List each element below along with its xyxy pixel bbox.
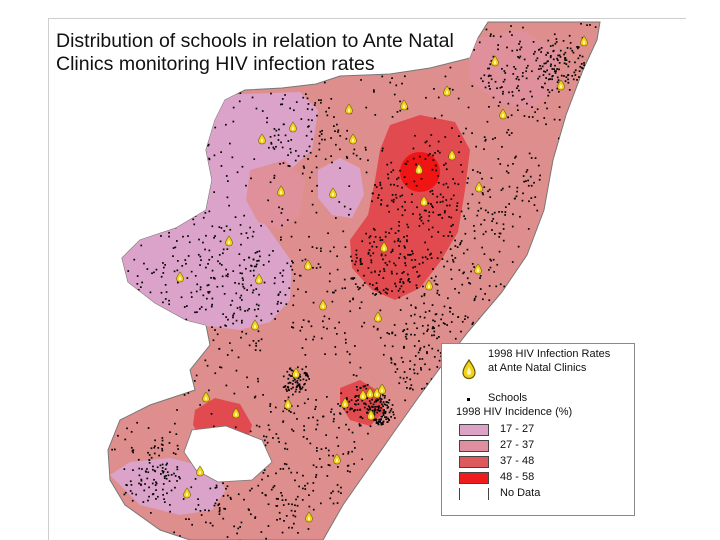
clinic-marker bbox=[258, 133, 266, 145]
clinic-marker bbox=[443, 85, 451, 97]
clinic-marker-icon bbox=[462, 358, 476, 380]
clinic-marker bbox=[420, 195, 428, 207]
clinic-marker bbox=[304, 259, 312, 271]
clinic-marker bbox=[415, 163, 423, 175]
clinic-marker bbox=[425, 279, 433, 291]
school-dot-icon bbox=[467, 398, 470, 401]
map-title-line-2: Clinics monitoring HIV infection rates bbox=[56, 53, 375, 75]
clinic-marker bbox=[491, 55, 499, 67]
legend-class-48-58: 48 - 58 bbox=[500, 471, 535, 483]
legend-class-no-data: No Data bbox=[500, 487, 541, 499]
top-rule bbox=[48, 18, 686, 19]
zone-37-48-north bbox=[350, 115, 470, 300]
clinic-marker bbox=[475, 181, 483, 193]
swatch-17-27 bbox=[459, 424, 489, 436]
no-data-region bbox=[183, 425, 273, 483]
clinic-marker bbox=[366, 387, 374, 399]
clinic-marker bbox=[359, 389, 367, 401]
legend-incidence-title: 1998 HIV Incidence (%) bbox=[456, 406, 573, 418]
clinic-marker bbox=[277, 185, 285, 197]
clinic-marker bbox=[499, 108, 507, 120]
clinic-marker bbox=[448, 149, 456, 161]
clinic-marker bbox=[400, 99, 408, 111]
clinic-marker bbox=[378, 383, 386, 395]
clinic-marker bbox=[284, 398, 292, 410]
zone-17-27-west bbox=[122, 92, 318, 330]
clinic-marker bbox=[319, 299, 327, 311]
clinic-marker bbox=[474, 263, 482, 275]
legend-clinic-label-2: at Ante Natal Clinics bbox=[488, 362, 587, 374]
legend-class-37-48: 37 - 48 bbox=[500, 455, 535, 467]
clinic-marker bbox=[329, 187, 337, 199]
clinic-marker bbox=[292, 367, 300, 379]
swatch-no-data bbox=[459, 488, 489, 500]
clinic-marker bbox=[305, 511, 313, 523]
zone-27-37-a bbox=[246, 160, 305, 230]
clinic-marker bbox=[183, 487, 191, 499]
clinic-marker bbox=[196, 465, 204, 477]
clinic-marker bbox=[289, 121, 297, 133]
clinic-marker bbox=[202, 391, 210, 403]
clinic-marker bbox=[345, 103, 353, 115]
clinic-marker bbox=[580, 35, 588, 47]
swatch-37-48 bbox=[459, 456, 489, 468]
legend-class-17-27: 17 - 27 bbox=[500, 423, 535, 435]
map-title-line-1: Distribution of schools in relation to A… bbox=[56, 30, 454, 52]
map-title: Distribution of schools in relation to A… bbox=[56, 30, 496, 76]
clinic-marker bbox=[367, 409, 375, 421]
clinic-marker bbox=[225, 235, 233, 247]
legend-clinic-label-1: 1998 HIV Infection Rates bbox=[488, 348, 611, 360]
clinic-markers bbox=[176, 35, 588, 523]
clinic-marker bbox=[232, 407, 240, 419]
clinic-marker bbox=[557, 79, 565, 91]
legend-class-27-37: 27 - 37 bbox=[500, 439, 535, 451]
swatch-48-58 bbox=[459, 472, 489, 484]
legend-schools-label: Schools bbox=[488, 392, 528, 404]
clinic-marker bbox=[333, 453, 341, 465]
zone-27-37-b bbox=[468, 30, 560, 110]
zone-17-27-center bbox=[318, 158, 364, 218]
clinic-marker bbox=[349, 133, 357, 145]
swatch-27-37 bbox=[459, 440, 489, 452]
clinic-marker bbox=[374, 311, 382, 323]
clinic-marker bbox=[251, 319, 259, 331]
clinic-marker bbox=[176, 271, 184, 283]
left-rule bbox=[48, 18, 49, 540]
clinic-marker bbox=[255, 273, 263, 285]
clinic-marker bbox=[380, 241, 388, 253]
legend: 1998 HIV Infection Rates at Ante Natal C… bbox=[441, 343, 635, 516]
clinic-marker bbox=[341, 397, 349, 409]
